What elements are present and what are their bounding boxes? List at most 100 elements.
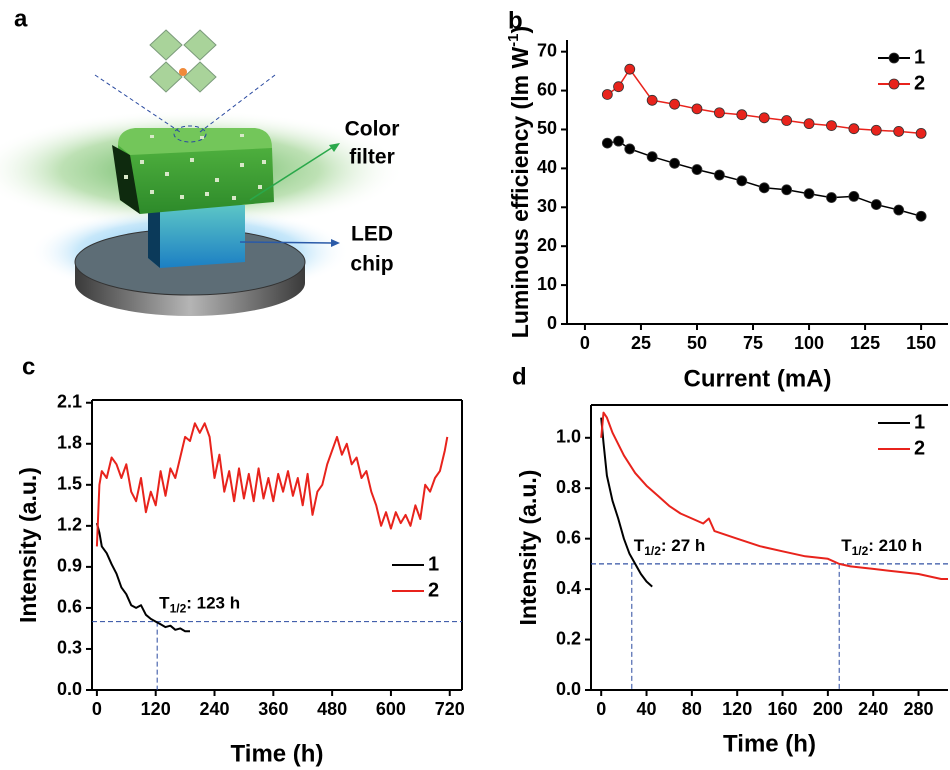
arrow <box>239 241 333 244</box>
x-tick-label: 125 <box>850 333 880 353</box>
x-tick-label: 50 <box>687 333 707 353</box>
callout: LED <box>351 223 393 246</box>
y-label-text: Intensity (a.u.) <box>515 470 541 626</box>
x-tick-label: 0 <box>92 699 102 719</box>
y-tick-label: 10 <box>537 274 557 294</box>
x-axis-label: Current (mA) <box>684 365 832 392</box>
series-line <box>95 422 449 547</box>
led-chip <box>148 205 245 268</box>
y-label-end: ) <box>507 26 533 34</box>
data-point <box>669 98 680 110</box>
annotation-sub: 1/2 <box>170 602 187 616</box>
x-tick-label: 360 <box>258 699 288 719</box>
zoom-line <box>94 74 181 133</box>
data-point <box>624 143 636 155</box>
annotation-text: T <box>841 536 852 555</box>
callout: filter <box>349 146 395 169</box>
data-point <box>691 164 703 175</box>
data-point <box>915 210 927 222</box>
callout: chip <box>350 253 393 276</box>
y-tick-label: 40 <box>537 157 557 177</box>
annotation-rest: : 123 h <box>186 594 240 613</box>
y-tick-label: 0.2 <box>556 628 581 648</box>
annotation-rest: : 210 h <box>868 536 922 555</box>
series-line <box>600 411 948 580</box>
data-point <box>870 124 882 136</box>
annotation: T1/2: 27 h <box>634 536 705 558</box>
x-tick-label: 160 <box>768 699 798 719</box>
x-tick-label: 120 <box>141 699 171 719</box>
legend-label: 2 <box>428 579 439 601</box>
y-tick-label: 0.3 <box>57 638 82 658</box>
callout: Color <box>345 118 400 141</box>
data-point <box>848 123 860 135</box>
x-tick-label: 0 <box>580 333 590 353</box>
annotation: T1/2: 123 h <box>159 594 240 616</box>
series-line <box>95 522 190 633</box>
illustration: a Color filter LED chip <box>0 5 405 316</box>
legend-label: 2 <box>914 437 925 459</box>
y-tick-label: 20 <box>537 235 557 255</box>
y-label-text: Luminous efficiency (lm W <box>507 47 533 339</box>
data-point <box>624 63 636 75</box>
data-point <box>601 137 613 149</box>
data-point <box>613 81 624 93</box>
y-tick-label: 0.8 <box>556 477 581 497</box>
panel-label: a <box>14 5 28 32</box>
y-axis-label: Intensity (a.u.) <box>15 467 41 623</box>
series-line <box>600 417 653 588</box>
arrowhead <box>329 143 340 152</box>
y-tick-label: 2.1 <box>57 391 82 411</box>
data-point <box>601 89 613 100</box>
series-line <box>606 68 922 135</box>
y-tick-label: 0.4 <box>556 578 581 598</box>
y-axis-label: Intensity (a.u.) <box>515 470 541 626</box>
x-axis-label: Time (h) <box>231 740 324 767</box>
x-tick-label: 480 <box>317 699 347 719</box>
legend-marker <box>888 78 900 90</box>
y-tick-label: 0.0 <box>57 679 82 699</box>
data-point <box>758 182 770 194</box>
y-axis-label: Luminous efficiency (lm W-1) <box>505 26 533 338</box>
x-tick-label: 80 <box>682 699 702 719</box>
panel-label: d <box>512 363 527 390</box>
data-point <box>714 107 725 119</box>
y-tick-label: 0.0 <box>556 679 581 699</box>
data-point <box>669 157 680 169</box>
x-tick-label: 600 <box>376 699 406 719</box>
x-axis-label: Time (h) <box>723 730 816 757</box>
data-point <box>646 151 658 163</box>
data-point <box>781 184 793 196</box>
annotation-sub: 1/2 <box>852 544 869 558</box>
y-tick-label: 0.6 <box>556 527 581 547</box>
x-tick-label: 40 <box>637 699 657 719</box>
legend-label: 1 <box>428 553 439 575</box>
data-point <box>758 112 770 124</box>
annotation-text: T <box>159 594 170 613</box>
series-line <box>607 140 922 217</box>
x-tick-label: 200 <box>813 699 843 719</box>
annotation-sub: 1/2 <box>644 544 661 558</box>
data-point <box>736 175 748 187</box>
crystal-ion <box>179 68 187 76</box>
y-tick-label: 1.8 <box>57 433 82 453</box>
x-tick-label: 120 <box>722 699 752 719</box>
data-point <box>646 94 658 106</box>
panel-label: b <box>508 7 523 34</box>
y-tick-label: 0.6 <box>57 597 82 617</box>
legend-label: 1 <box>914 411 925 433</box>
data-point <box>848 190 860 202</box>
arrowhead <box>331 239 340 247</box>
x-tick-label: 25 <box>631 333 651 353</box>
data-point <box>613 135 624 147</box>
y-tick-label: 1.5 <box>57 474 82 494</box>
data-point <box>714 169 725 181</box>
x-tick-label: 100 <box>794 333 824 353</box>
data-point <box>803 188 815 200</box>
data-point <box>781 115 793 126</box>
y-tick-label: 1.2 <box>57 515 82 535</box>
data-point <box>803 118 815 130</box>
y-tick-label: 1.0 <box>556 427 581 447</box>
y-label-text: Intensity (a.u.) <box>15 467 41 623</box>
